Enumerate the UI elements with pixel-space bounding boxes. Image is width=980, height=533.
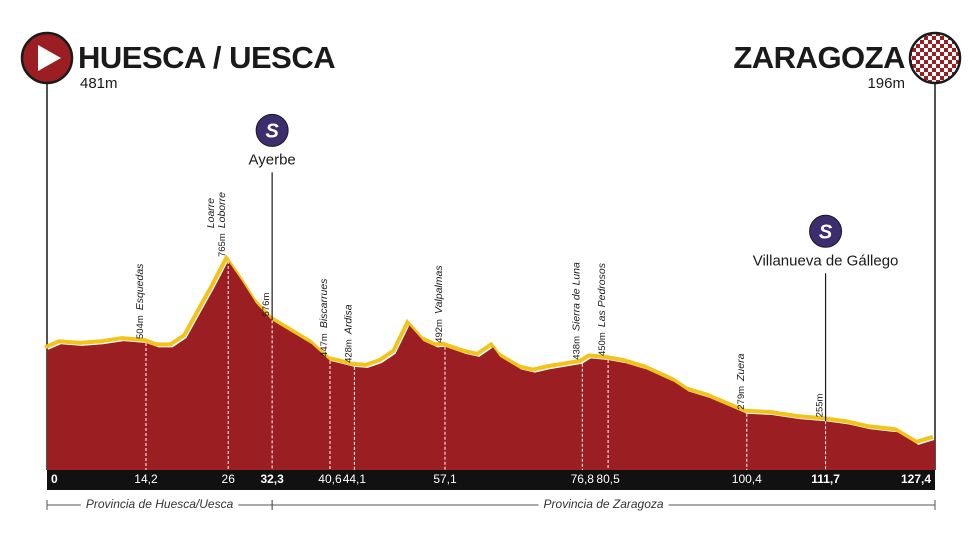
waypoint-altitude: 450m [597,332,608,356]
waypoint-name: Esquedas [134,263,146,310]
km-label: 40,6 [318,472,342,486]
waypoint-name: Sierra de Luna [570,262,582,331]
province-label-bg [80,497,239,513]
waypoint-altitude: 279m [736,386,747,410]
waypoint-name: Biscarrues [318,278,330,328]
waypoint-altitude: 438m [571,336,582,360]
km-bar [47,470,935,490]
waypoint-altitude: 576m [261,293,272,317]
km-label: 26 [222,472,236,486]
start-arrow [38,45,61,71]
profile-area [47,261,935,470]
km-label: 32,3 [260,472,284,486]
finish-name: ZARAGOZA [733,40,905,75]
waypoint-name: Loborre [216,192,228,228]
waypoint-name: Villanueva de Gállego [753,252,899,269]
finish-icon [908,31,962,85]
sprint-letter: S [819,221,833,243]
profile-layer [44,254,935,470]
waypoint-name: Las Pedrosos [596,262,608,327]
sprint-icon [809,214,843,248]
km-label: 100,4 [732,472,762,486]
waypoint-name: Zuera [735,353,747,382]
waypoint-name: Loarre [205,198,217,229]
waypoint-altitude: 255m [815,393,826,417]
waypoint-altitude: 492m [434,319,445,343]
km-label: 127,4 [901,472,931,486]
km-label: 76,8 [571,472,595,486]
km-label: 57,1 [433,472,457,486]
waypoint-altitude: 765m [217,233,228,257]
km-label: 111,7 [811,472,840,486]
province-name: Provincia de Huesca/Uesca [86,497,234,511]
climb-edge [44,254,934,445]
waypoint-altitude: 504m [135,315,146,339]
start-altitude: 481m [80,75,118,92]
sprint-letter: S [265,120,279,142]
sprint-icon [255,113,289,147]
province-label-bg [538,497,669,513]
province-name: Provincia de Zaragoza [544,497,664,511]
waypoint-name: Ardisa [342,304,354,335]
waypoint-altitude: 447m [319,333,330,357]
waypoint-altitude: 428m [343,339,354,363]
km-label: 0 [51,472,58,486]
waypoint-name: Valpalmas [433,265,445,314]
km-label: 44,1 [343,472,367,486]
km-label: 14,2 [134,472,158,486]
finish-altitude: 196m [867,75,905,92]
waypoint-name: Ayerbe [249,151,296,168]
start-name: HUESCA / UESCA [78,40,335,75]
km-label: 80,5 [596,472,620,486]
